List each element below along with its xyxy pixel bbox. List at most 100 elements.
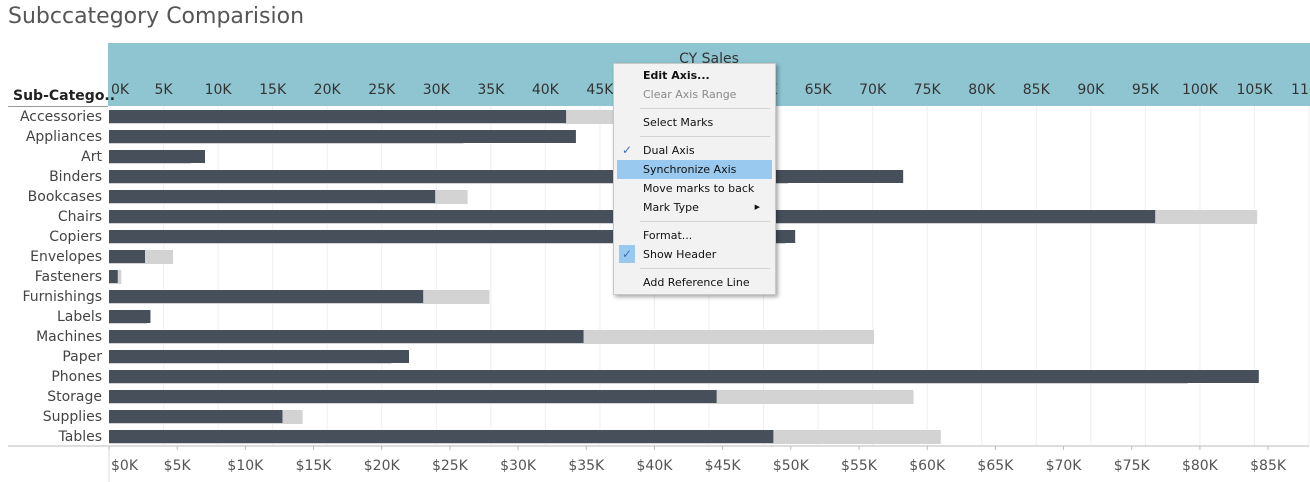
menu-item-label: Edit Axis...	[643, 69, 710, 82]
menu-item-move-marks-to-back[interactable]: Move marks to back	[617, 179, 772, 198]
category-label[interactable]: Furnishings	[22, 289, 102, 305]
bottom-axis-tick-label[interactable]: $25K	[432, 458, 469, 474]
category-label[interactable]: Binders	[49, 169, 102, 185]
top-axis-tick-label[interactable]: 5K	[154, 82, 173, 98]
menu-item-label: Format...	[643, 229, 693, 242]
menu-separator	[640, 108, 770, 109]
bar-cy-sales[interactable]	[109, 390, 717, 403]
bottom-axis-tick-label[interactable]: $50K	[773, 458, 810, 474]
menu-item-edit-axis[interactable]: Edit Axis...	[617, 66, 772, 85]
menu-separator	[640, 268, 770, 269]
bar-cy-sales[interactable]	[109, 170, 904, 183]
category-label[interactable]: Copiers	[49, 229, 102, 245]
axis-context-menu[interactable]: Edit Axis... Clear Axis Range Select Marks…	[613, 63, 776, 295]
menu-item-label: Dual Axis	[643, 144, 695, 157]
menu-item-label: Select Marks	[643, 116, 714, 129]
category-label[interactable]: Bookcases	[28, 189, 102, 205]
bottom-axis-tick-label[interactable]: $60K	[909, 458, 946, 474]
top-axis-tick-label[interactable]: 70K	[859, 82, 887, 98]
checkmark-icon: ✓	[619, 245, 635, 263]
bar-cy-sales[interactable]	[109, 250, 145, 263]
bottom-axis-tick-label[interactable]: $5K	[164, 458, 192, 474]
bar-cy-sales[interactable]	[109, 310, 151, 323]
bar-cy-sales[interactable]	[109, 110, 567, 123]
menu-item-label: Clear Axis Range	[643, 88, 737, 101]
bottom-axis-tick-label[interactable]: $0K	[111, 458, 139, 474]
top-axis-tick-label[interactable]: 75K	[914, 82, 942, 98]
menu-item-label: Show Header	[643, 248, 717, 261]
category-label[interactable]: Phones	[51, 369, 102, 385]
checkmark-icon: ✓	[622, 143, 633, 157]
top-axis-tick-label[interactable]: 95K	[1132, 82, 1160, 98]
top-axis-tick-label[interactable]: 30K	[423, 82, 451, 98]
menu-item-label: Move marks to back	[643, 182, 755, 195]
top-axis-tick-label[interactable]: 10K	[205, 82, 233, 98]
top-axis-tick-label[interactable]: 100K	[1182, 82, 1219, 98]
menu-item-add-reference-line[interactable]: Add Reference Line	[617, 273, 772, 292]
category-label[interactable]: Art	[81, 149, 102, 165]
bar-cy-sales[interactable]	[109, 150, 205, 163]
submenu-arrow-icon: ▶	[754, 203, 760, 211]
top-axis-tick-label[interactable]: 40K	[532, 82, 560, 98]
bar-cy-sales[interactable]	[109, 330, 584, 343]
menu-item-label: Add Reference Line	[643, 276, 750, 289]
category-label[interactable]: Chairs	[58, 209, 102, 225]
top-axis-tick-label[interactable]: 0K	[111, 82, 130, 98]
bottom-axis-tick-label[interactable]: $55K	[841, 458, 878, 474]
bar-cy-sales[interactable]	[109, 430, 774, 443]
category-label[interactable]: Labels	[57, 309, 102, 325]
category-label[interactable]: Machines	[36, 329, 102, 345]
top-axis-tick-label[interactable]: 80K	[968, 82, 996, 98]
menu-item-mark-type[interactable]: Mark Type ▶	[617, 198, 772, 217]
top-axis-tick-label[interactable]: 90K	[1077, 82, 1105, 98]
menu-item-synchronize-axis[interactable]: Synchronize Axis	[617, 160, 772, 179]
top-axis-tick-label[interactable]: 110K	[1291, 82, 1310, 98]
sheet-title: Subccategory Comparision	[8, 4, 305, 29]
bar-cy-sales[interactable]	[109, 130, 576, 143]
menu-item-label: Synchronize Axis	[643, 163, 737, 176]
menu-separator	[640, 221, 770, 222]
category-label[interactable]: Appliances	[26, 129, 102, 145]
menu-item-select-marks[interactable]: Select Marks	[617, 113, 772, 132]
bar-cy-sales[interactable]	[109, 290, 424, 303]
category-label[interactable]: Tables	[58, 429, 103, 445]
category-label[interactable]: Fasteners	[35, 269, 102, 285]
bar-cy-sales[interactable]	[109, 190, 436, 203]
bottom-axis-tick-label[interactable]: $75K	[1114, 458, 1151, 474]
category-label[interactable]: Envelopes	[30, 249, 102, 265]
row-header-title[interactable]: Sub-Catego..	[13, 88, 116, 104]
bar-cy-sales[interactable]	[109, 270, 118, 283]
top-axis-tick-label[interactable]: 25K	[368, 82, 396, 98]
bar-cy-sales[interactable]	[109, 350, 409, 363]
bottom-axis-tick-label[interactable]: $15K	[296, 458, 333, 474]
category-label[interactable]: Accessories	[20, 109, 102, 125]
bar-cy-sales[interactable]	[109, 370, 1259, 383]
header-divider	[8, 106, 108, 107]
menu-item-label: Mark Type	[643, 201, 699, 214]
bottom-axis-tick-label[interactable]: $70K	[1046, 458, 1083, 474]
bottom-axis-tick-label[interactable]: $30K	[500, 458, 537, 474]
category-label[interactable]: Supplies	[43, 409, 102, 425]
top-axis-tick-label[interactable]: 105K	[1237, 82, 1274, 98]
top-axis-tick-label[interactable]: 20K	[314, 82, 342, 98]
bottom-axis-tick-label[interactable]: $65K	[977, 458, 1014, 474]
top-axis-tick-label[interactable]: 65K	[805, 82, 833, 98]
bottom-axis-tick-label[interactable]: $10K	[227, 458, 264, 474]
menu-item-format[interactable]: Format...	[617, 226, 772, 245]
bottom-axis-tick-label[interactable]: $40K	[637, 458, 674, 474]
category-label[interactable]: Paper	[62, 349, 102, 365]
top-axis-tick-label[interactable]: 45K	[586, 82, 614, 98]
bottom-axis-tick-label[interactable]: $35K	[568, 458, 605, 474]
category-label[interactable]: Storage	[47, 389, 102, 405]
top-axis-tick-label[interactable]: 35K	[477, 82, 505, 98]
top-axis-tick-label[interactable]: 15K	[259, 82, 287, 98]
bottom-axis-tick-label[interactable]: $20K	[364, 458, 401, 474]
bottom-axis-tick-label[interactable]: $80K	[1182, 458, 1219, 474]
menu-separator	[640, 136, 770, 137]
bottom-axis-tick-label[interactable]: $85K	[1250, 458, 1287, 474]
menu-item-dual-axis[interactable]: ✓ Dual Axis	[617, 141, 772, 160]
bottom-axis-tick-label[interactable]: $45K	[705, 458, 742, 474]
menu-item-show-header[interactable]: ✓ Show Header	[617, 245, 772, 264]
bar-cy-sales[interactable]	[109, 410, 283, 423]
top-axis-tick-label[interactable]: 85K	[1023, 82, 1051, 98]
